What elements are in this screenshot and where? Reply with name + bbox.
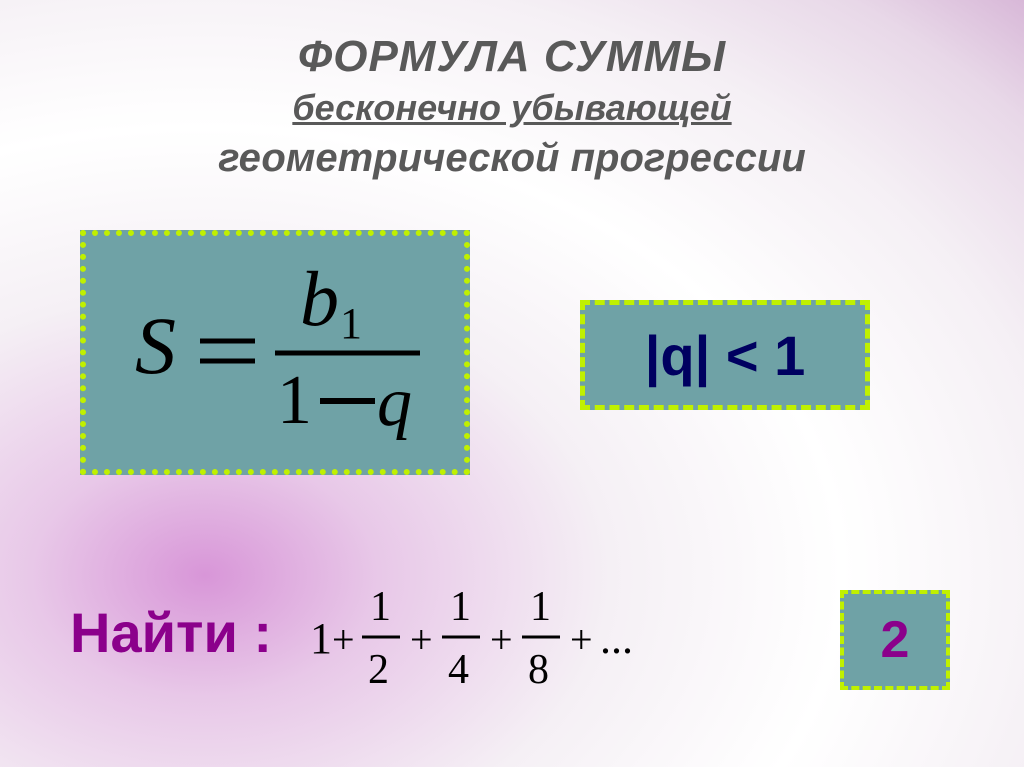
svg-text:4: 4 (448, 647, 469, 693)
svg-text:+: + (490, 617, 513, 662)
svg-text:+: + (410, 617, 433, 662)
svg-text:1: 1 (310, 614, 332, 663)
title-line-2: бесконечно убывающей (0, 85, 1024, 132)
svg-text:b: b (300, 263, 339, 342)
svg-text:+: + (570, 617, 593, 662)
sum-formula: S b 1 1 q (125, 263, 425, 443)
answer-value: 2 (881, 610, 910, 670)
svg-text:1: 1 (277, 362, 312, 439)
svg-text:1: 1 (450, 584, 471, 630)
slide-title: ФОРМУЛА СУММЫ бесконечно убывающей геоме… (0, 28, 1024, 184)
svg-text:...: ... (600, 614, 633, 663)
svg-text:q: q (377, 364, 412, 441)
svg-text:S: S (135, 300, 176, 391)
svg-text:1: 1 (340, 299, 362, 348)
svg-text:1: 1 (530, 584, 551, 630)
series-expression: 1 + 1 2 + 1 4 + 1 8 + ... (310, 575, 730, 705)
answer-box: 2 (840, 590, 950, 690)
svg-text:8: 8 (528, 647, 549, 693)
title-line-3: геометрической прогрессии (0, 132, 1024, 184)
find-label: Найти : (70, 600, 272, 665)
svg-text:1: 1 (370, 584, 391, 630)
condition-text: |q| < 1 (645, 323, 806, 388)
sum-formula-box: S b 1 1 q (80, 230, 470, 475)
title-line-1: ФОРМУЛА СУММЫ (0, 28, 1024, 85)
svg-text:+: + (332, 617, 355, 662)
condition-box: |q| < 1 (580, 300, 870, 410)
svg-text:2: 2 (368, 647, 389, 693)
